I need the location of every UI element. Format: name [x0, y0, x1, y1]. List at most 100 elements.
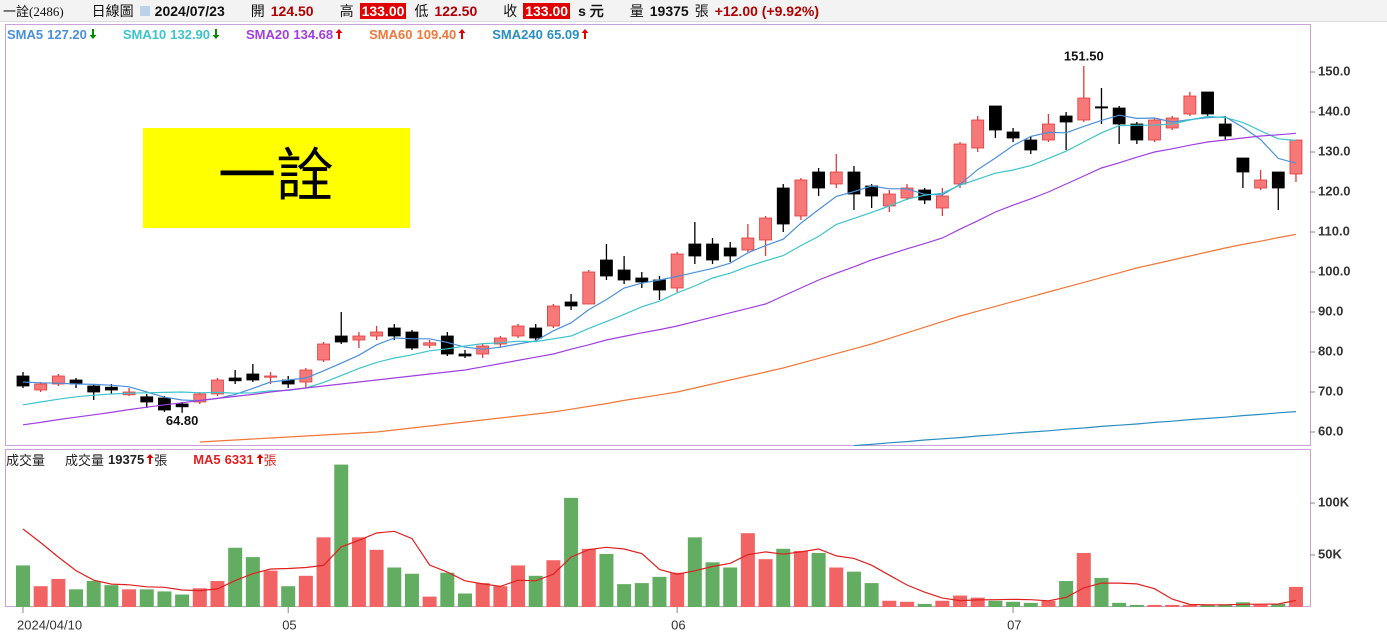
low-label: 低: [414, 2, 429, 19]
volume-bar: [723, 567, 738, 607]
date: 2024/07/23: [154, 2, 225, 19]
candle-body: [211, 379, 224, 395]
candle-body: [688, 243, 702, 257]
trend-arrow: [335, 29, 343, 39]
open: 124.50: [270, 2, 314, 19]
volume-bar: [334, 464, 349, 607]
legend-name: SMA10: [122, 26, 167, 42]
candle-body: [193, 393, 207, 403]
x-tick-label: 05: [282, 617, 296, 632]
volume-bar: [758, 559, 773, 607]
y-tick-label: 120.0: [1318, 183, 1351, 198]
volume-bar: [1165, 604, 1180, 607]
ma-line: [22, 115, 1297, 406]
header-bar: 一詮(2486) 日線圖 2024/07/23 開 124.50 高 133.0…: [0, 0, 1387, 22]
candle-body: [476, 345, 490, 355]
y-tick-label: 130.0: [1318, 143, 1351, 158]
legend-item: SMA5 127.20: [7, 27, 97, 42]
volume-bar: [970, 597, 985, 607]
volume-bar: [1129, 604, 1144, 607]
volume-bar: [900, 601, 914, 607]
volume-bar: [175, 594, 190, 607]
candle-body: [989, 105, 1002, 131]
volume-bar: [599, 553, 614, 607]
volume-bar: [793, 550, 808, 607]
candle-body: [600, 259, 613, 277]
volume-bar: [740, 533, 755, 607]
candle-body: [458, 353, 472, 357]
candle-body: [1130, 123, 1144, 141]
legend-value: 109.40: [416, 26, 457, 42]
watermark-box: [143, 128, 410, 228]
open-label: 開: [250, 2, 265, 19]
price-panel: [5, 24, 1311, 446]
volume-bar: [988, 600, 1003, 607]
change: +12.00 (+9.92%): [714, 2, 819, 19]
volume-bar: [139, 589, 154, 607]
volume-bar: [634, 583, 649, 607]
candle-body: [51, 375, 65, 385]
candle-body: [953, 143, 967, 185]
volume-bar: [192, 588, 207, 607]
legend-unit: 張: [154, 452, 168, 468]
x-tick-label: 07: [1007, 617, 1021, 632]
candle-body: [759, 217, 772, 241]
volume-bar: [1006, 601, 1021, 607]
y-tick-label: 150.0: [1318, 63, 1351, 78]
volume-bar: [104, 585, 119, 607]
candle-body: [1148, 119, 1161, 141]
volume-bar: [1112, 602, 1127, 607]
candle-body: [829, 171, 843, 185]
volume-bar: [1253, 604, 1268, 607]
volume-bar: [581, 548, 596, 607]
candle-body: [776, 187, 790, 225]
high-annotation: 151.50: [1064, 48, 1104, 63]
candle-body: [1077, 97, 1091, 121]
arrow-shape: [212, 29, 220, 39]
y-tick-label: 100.0: [1318, 263, 1351, 278]
candle-body: [1095, 106, 1108, 109]
legend-item: SMA240 65.09: [492, 27, 589, 42]
x-tick-label: 2024/04/10: [17, 617, 82, 632]
candle-body: [140, 396, 154, 403]
legend-value: 127.20: [47, 26, 87, 42]
ma-line: [22, 132, 1297, 426]
volume-bar: [210, 581, 225, 607]
close: 133.00: [523, 2, 571, 19]
y-tick-label: 60.0: [1318, 423, 1343, 438]
candle-body: [175, 403, 189, 408]
volume-bar: [245, 557, 260, 607]
volume-label: 量: [629, 2, 644, 19]
volume-bar: [228, 547, 243, 607]
volume-bar: [157, 591, 172, 607]
trend-arrow: [146, 454, 154, 464]
y-tick-label: 50K: [1318, 546, 1342, 561]
trend-arrow: [256, 454, 264, 464]
legend-item: SMA10 132.90: [123, 27, 220, 42]
volume-bar: [670, 572, 685, 607]
legend-item: SMA60 109.40: [369, 27, 466, 42]
legend-name: SMA240: [492, 26, 543, 42]
candle-body: [1024, 139, 1038, 151]
candle-body: [706, 243, 719, 261]
axes: 60.0 70.0 80.0 90.0 100.0 110.0 120.0 130.0 140.…: [17, 48, 1351, 632]
volume-bar: [917, 603, 932, 607]
icon: [139, 5, 150, 16]
volume-bar: [829, 567, 844, 607]
volume-bar: [705, 562, 720, 607]
volume-bar: [811, 552, 826, 607]
volume-title: 成交量: [6, 452, 46, 468]
candle-body: [582, 271, 596, 305]
trend-arrow: [212, 29, 220, 39]
candle-body: [670, 253, 684, 289]
ma-line: [853, 411, 1297, 446]
candle-body: [635, 277, 649, 283]
arrow-shape: [581, 29, 589, 39]
symbol: 一詮(2486): [3, 4, 64, 19]
legend-value: 6331: [224, 451, 254, 467]
legend-name: SMA60: [369, 26, 413, 42]
currency: s 元: [578, 2, 604, 19]
trend-arrow: [581, 29, 589, 39]
volume-bar: [546, 560, 561, 607]
